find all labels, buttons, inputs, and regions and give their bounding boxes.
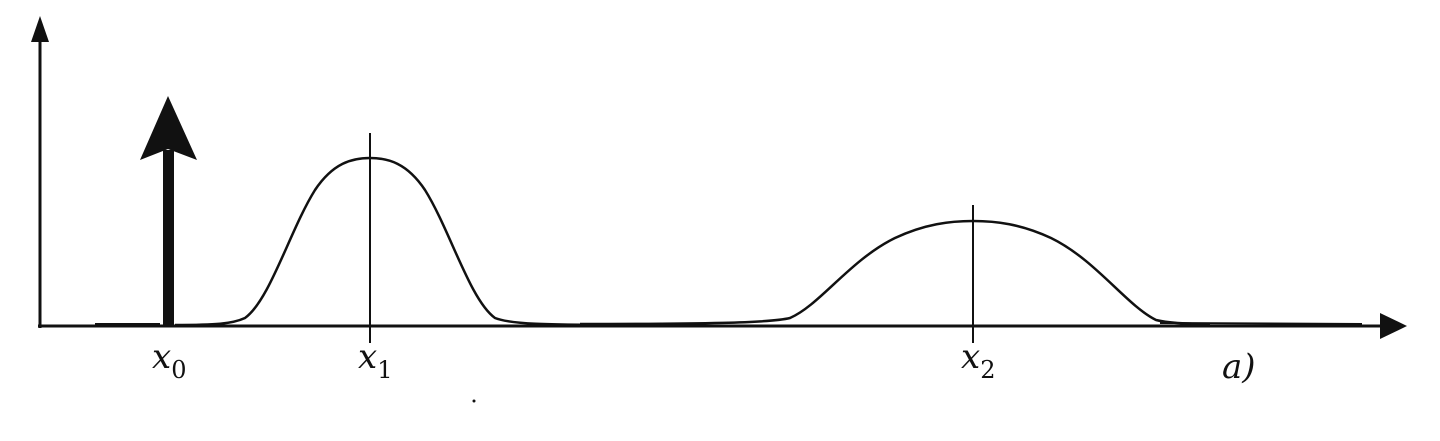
y-axis-arrowhead xyxy=(31,16,49,42)
x2-label-subscript: 2 xyxy=(980,356,995,384)
panel-label: a) xyxy=(1222,347,1256,387)
x-axis-arrowhead xyxy=(1380,313,1407,339)
x2-label: x2 xyxy=(961,337,995,384)
x1-label-base: x xyxy=(358,337,377,377)
delta-spike-arrowhead xyxy=(140,96,197,160)
x0-label-base: x xyxy=(152,337,171,377)
x0-label: x0 xyxy=(152,337,186,384)
x2-label-base: x xyxy=(961,337,980,377)
gaussian-curve-2 xyxy=(579,219,1211,326)
gaussian-curve-1 xyxy=(174,156,641,327)
x1-label-subscript: 1 xyxy=(377,356,392,384)
delta-spike-shaft xyxy=(163,150,174,326)
stray-dot xyxy=(472,399,476,403)
x1-label: x1 xyxy=(358,337,392,384)
x0-label-subscript: 0 xyxy=(171,356,186,384)
